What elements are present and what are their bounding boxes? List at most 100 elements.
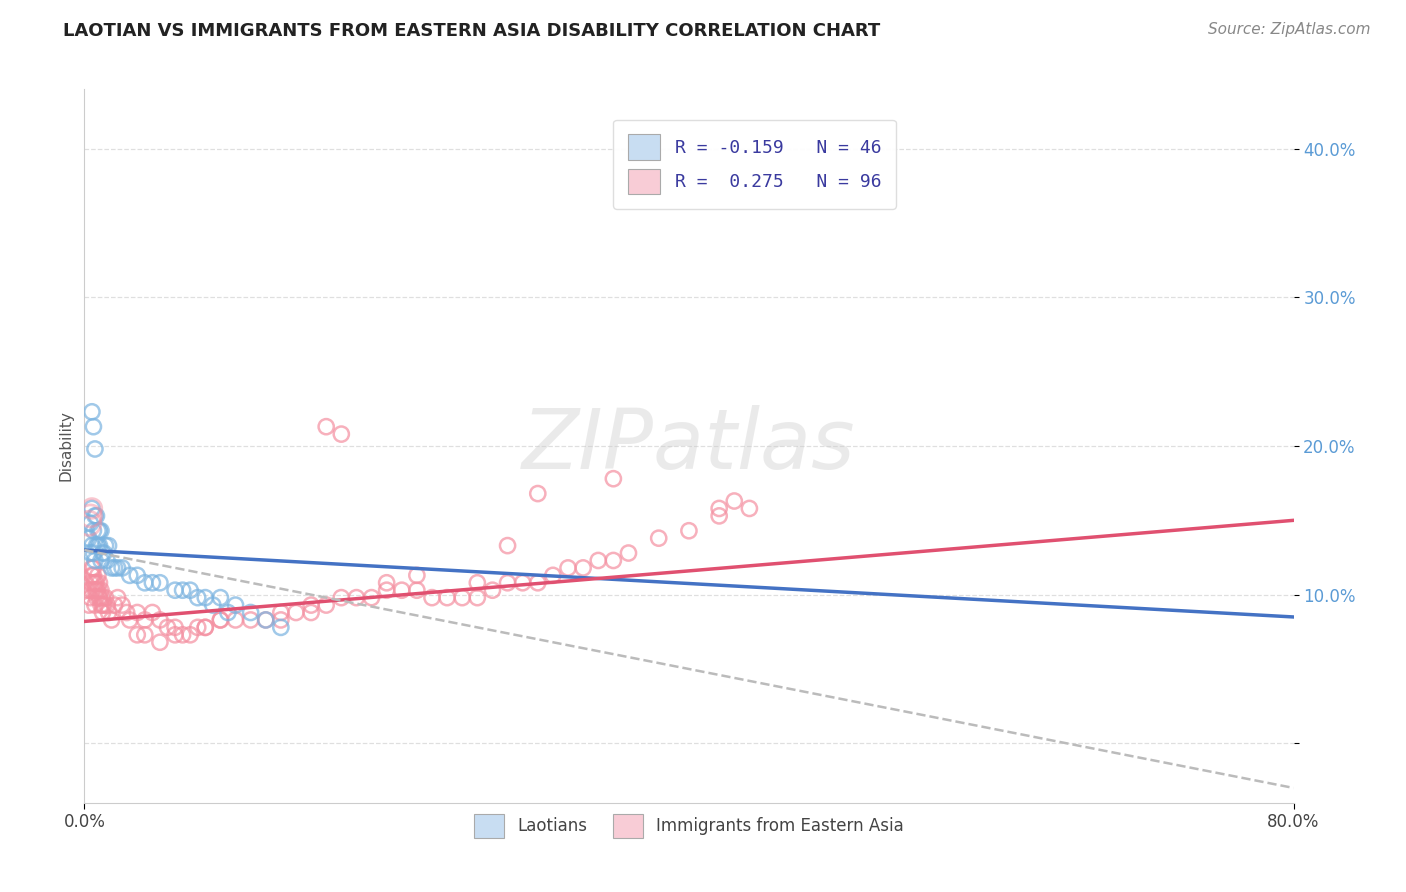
Point: [588, 553, 610, 567]
Point: [84, 598, 107, 612]
Point: [94, 539, 117, 553]
Point: [79, 575, 101, 590]
Point: [709, 501, 731, 516]
Point: [80, 539, 103, 553]
Point: [165, 583, 187, 598]
Point: [451, 591, 474, 605]
Point: [315, 419, 337, 434]
Point: [179, 583, 201, 598]
Point: [512, 575, 534, 590]
Point: [127, 606, 149, 620]
Point: [107, 591, 129, 605]
Point: [602, 472, 624, 486]
Point: [80, 405, 103, 419]
Point: [79, 591, 101, 605]
Point: [270, 620, 292, 634]
Point: [172, 583, 194, 598]
Point: [91, 606, 114, 620]
Point: [709, 508, 731, 523]
Point: [254, 613, 277, 627]
Point: [86, 508, 108, 523]
Point: [82, 561, 104, 575]
Point: [375, 575, 398, 590]
Point: [86, 575, 108, 590]
Point: [436, 591, 458, 605]
Point: [100, 561, 122, 575]
Point: [104, 598, 127, 612]
Point: [91, 546, 114, 560]
Point: [738, 501, 761, 516]
Point: [82, 575, 104, 590]
Point: [79, 508, 101, 523]
Point: [82, 419, 104, 434]
Point: [87, 524, 110, 538]
Point: [315, 598, 337, 612]
Point: [80, 501, 103, 516]
Point: [496, 539, 519, 553]
Point: [165, 628, 187, 642]
Point: [84, 508, 107, 523]
Point: [80, 583, 103, 598]
Point: [84, 553, 107, 567]
Point: [127, 568, 149, 582]
Point: [225, 613, 247, 627]
Point: [115, 606, 138, 620]
Point: [104, 561, 127, 575]
Point: [617, 546, 640, 560]
Point: [391, 583, 413, 598]
Point: [97, 539, 120, 553]
Point: [79, 516, 101, 531]
Point: [572, 561, 595, 575]
Point: [100, 613, 122, 627]
Point: [93, 546, 115, 560]
Point: [420, 591, 443, 605]
Point: [111, 561, 134, 575]
Point: [97, 606, 120, 620]
Point: [86, 583, 108, 598]
Point: [165, 620, 187, 634]
Point: [299, 606, 322, 620]
Point: [84, 442, 107, 456]
Point: [80, 568, 103, 582]
Point: [648, 531, 671, 545]
Point: [82, 546, 104, 560]
Point: [406, 583, 429, 598]
Y-axis label: Disability: Disability: [58, 410, 73, 482]
Point: [330, 591, 353, 605]
Point: [96, 598, 118, 612]
Point: [187, 620, 209, 634]
Point: [602, 553, 624, 567]
Point: [375, 583, 398, 598]
Point: [89, 591, 111, 605]
Point: [481, 583, 503, 598]
Point: [134, 628, 156, 642]
Point: [96, 553, 118, 567]
Text: LAOTIAN VS IMMIGRANTS FROM EASTERN ASIA DISABILITY CORRELATION CHART: LAOTIAN VS IMMIGRANTS FROM EASTERN ASIA …: [63, 22, 880, 40]
Point: [77, 598, 100, 612]
Point: [84, 583, 107, 598]
Point: [107, 561, 129, 575]
Point: [89, 539, 111, 553]
Point: [80, 501, 103, 516]
Point: [179, 628, 201, 642]
Point: [194, 591, 217, 605]
Point: [89, 524, 111, 538]
Point: [127, 628, 149, 642]
Point: [91, 591, 114, 605]
Point: [527, 575, 550, 590]
Point: [270, 606, 292, 620]
Point: [77, 516, 100, 531]
Legend: Laotians, Immigrants from Eastern Asia: Laotians, Immigrants from Eastern Asia: [468, 807, 910, 845]
Point: [360, 591, 382, 605]
Point: [87, 583, 110, 598]
Point: [270, 613, 292, 627]
Point: [93, 598, 115, 612]
Point: [134, 575, 156, 590]
Point: [496, 575, 519, 590]
Point: [156, 620, 179, 634]
Point: [406, 568, 429, 582]
Point: [285, 606, 308, 620]
Point: [90, 598, 112, 612]
Point: [90, 583, 112, 598]
Point: [118, 568, 141, 582]
